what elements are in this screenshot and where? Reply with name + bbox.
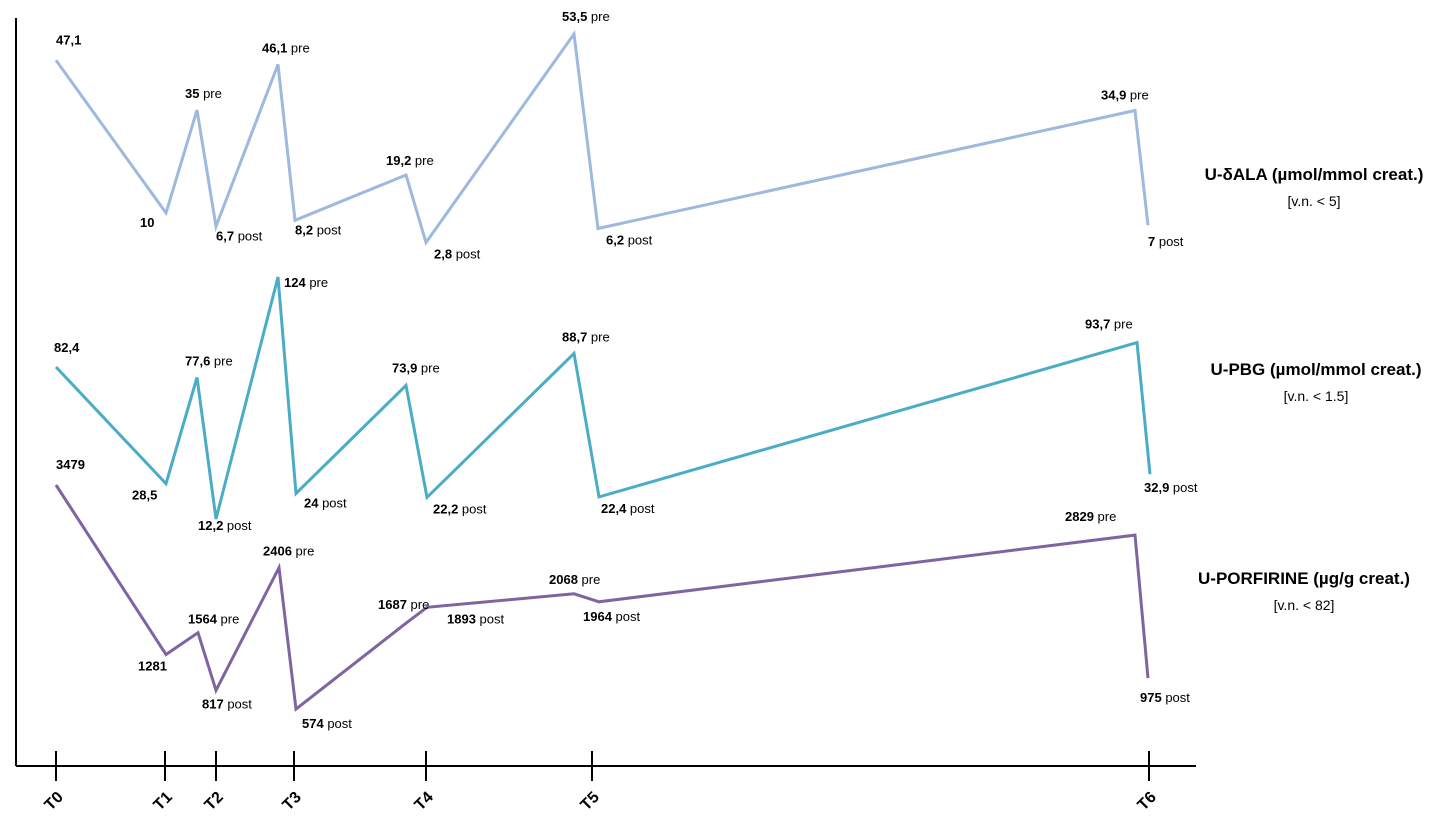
data-label: 73,9 pre (392, 360, 440, 375)
data-label: 1281 (138, 659, 167, 674)
data-label: 47,1 (56, 32, 81, 47)
data-label: 2068 pre (549, 572, 600, 587)
data-label: 1564 pre (188, 612, 239, 627)
x-tick-label: T5 (578, 789, 603, 814)
series-layer: 47,1 10 35 pre 6,7 post 46,1 pre 8,2 post 19,2… (54, 9, 1198, 731)
series-reference: [v.n. < 1.5] (1284, 388, 1349, 404)
data-label: 1893 post (447, 611, 504, 626)
data-label: 77,6 pre (185, 353, 233, 368)
data-label: 35 pre (185, 86, 222, 101)
data-label: 2,8 post (434, 247, 481, 262)
data-label: 3479 (56, 457, 85, 472)
data-label: 10 (140, 215, 154, 230)
x-tick-label: T0 (42, 789, 67, 814)
data-label: 6,7 post (216, 228, 263, 243)
data-label: 24 post (304, 496, 347, 511)
data-label: 2406 pre (263, 544, 314, 559)
data-label: 82,4 (54, 340, 80, 355)
series-line (54, 484, 1150, 712)
x-tick-label: T4 (412, 789, 437, 814)
x-tick-label: T6 (1135, 789, 1160, 814)
data-label: 817 post (202, 696, 252, 711)
series-reference: [v.n. < 5] (1287, 193, 1340, 209)
data-label: 32,9 post (1144, 480, 1198, 495)
series-2: 82,4 28,5 77,6 pre 12,2 post 124 pre 24 post 7… (54, 275, 1198, 533)
series-1: 47,1 10 35 pre 6,7 post 46,1 pre 8,2 post 19,2… (54, 9, 1184, 262)
data-label: 34,9 pre (1101, 88, 1149, 103)
x-tick-label: T2 (202, 789, 227, 814)
series-line (54, 276, 1152, 520)
data-label: 124 pre (284, 275, 328, 290)
data-label: 2829 pre (1065, 509, 1116, 524)
series-name: U-δALA (µmol/mmol creat.) (1205, 165, 1424, 184)
series-line (54, 29, 1150, 246)
data-label: 8,2 post (295, 222, 342, 237)
data-label: 7 post (1148, 234, 1184, 249)
data-label: 53,5 pre (562, 9, 610, 24)
data-label: 6,2 post (606, 233, 653, 248)
data-label: 975 post (1140, 690, 1190, 705)
data-label: 28,5 (132, 488, 157, 503)
data-label: 22,4 post (601, 501, 655, 516)
series-reference: [v.n. < 82] (1274, 597, 1335, 613)
series-labels: U-δALA (µmol/mmol creat.) [v.n. < 5] U-PBG… (1198, 165, 1423, 613)
x-tick-label: T1 (151, 789, 176, 814)
series-name: U-PBG (µmol/mmol creat.) (1211, 360, 1422, 379)
data-label: 19,2 pre (386, 153, 434, 168)
data-label: 574 post (302, 716, 352, 731)
x-ticks: T0 T1 T2 T3 T4 T5 T6 (42, 751, 1160, 814)
data-label: 46,1 pre (262, 40, 310, 55)
series-3: 3479 1281 1564 pre 817 post 2406 pre 574 post… (54, 457, 1190, 731)
data-label: 1964 post (583, 609, 640, 624)
data-label: 1687 pre (378, 597, 429, 612)
data-label: 22,2 post (433, 501, 487, 516)
series-name: U-PORFIRINE (µg/g creat.) (1198, 569, 1410, 588)
data-label: 93,7 pre (1085, 317, 1133, 332)
x-tick-label: T3 (280, 789, 305, 814)
data-label: 12,2 post (198, 518, 252, 533)
data-label: 88,7 pre (562, 329, 610, 344)
